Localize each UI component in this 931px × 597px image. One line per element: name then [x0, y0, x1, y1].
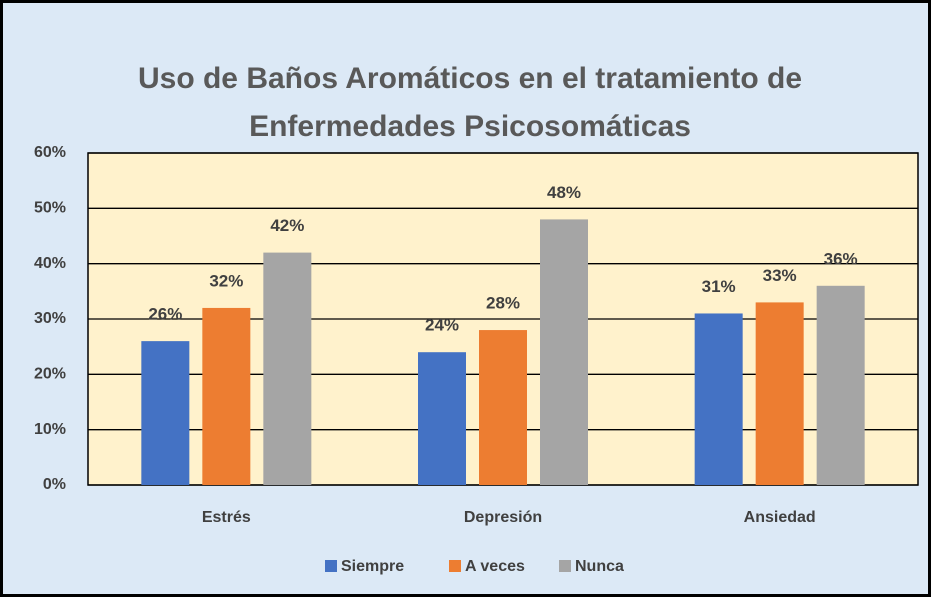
- y-tick-label: 30%: [34, 310, 66, 327]
- legend-swatch: [559, 560, 571, 572]
- bar: [479, 330, 527, 485]
- legend-swatch: [325, 560, 337, 572]
- chart-title: Uso de Baños Aromáticos en el tratamient…: [138, 62, 802, 95]
- y-tick-label: 0%: [43, 476, 66, 493]
- x-tick-label: Ansiedad: [744, 509, 816, 526]
- legend-label: A veces: [465, 558, 525, 575]
- x-tick-label: Estrés: [202, 509, 251, 526]
- data-label: 24%: [425, 316, 459, 335]
- bar: [141, 341, 190, 485]
- data-label: 33%: [763, 266, 797, 285]
- bar: [418, 352, 466, 485]
- y-tick-label: 20%: [34, 366, 66, 383]
- data-label: 31%: [702, 277, 736, 296]
- bar: [694, 313, 743, 485]
- data-label: 48%: [547, 183, 581, 202]
- bar: [816, 285, 865, 485]
- y-tick-label: 60%: [34, 144, 66, 161]
- data-label: 32%: [209, 271, 243, 290]
- x-tick-label: Depresión: [464, 509, 542, 526]
- legend-label: Nunca: [575, 558, 624, 575]
- data-label: 26%: [148, 305, 182, 324]
- data-label: 42%: [270, 216, 304, 235]
- chart-title: Enfermedades Psicosomáticas: [249, 110, 691, 143]
- y-tick-label: 50%: [34, 200, 66, 217]
- legend-label: Siempre: [341, 558, 404, 575]
- data-label: 28%: [486, 294, 520, 313]
- data-label: 36%: [824, 249, 858, 268]
- y-tick-label: 10%: [34, 421, 66, 438]
- bar: [263, 252, 312, 485]
- bar: [755, 302, 804, 485]
- bar: [540, 219, 588, 485]
- y-tick-label: 40%: [34, 255, 66, 272]
- bar: [202, 307, 251, 485]
- legend-swatch: [449, 560, 461, 572]
